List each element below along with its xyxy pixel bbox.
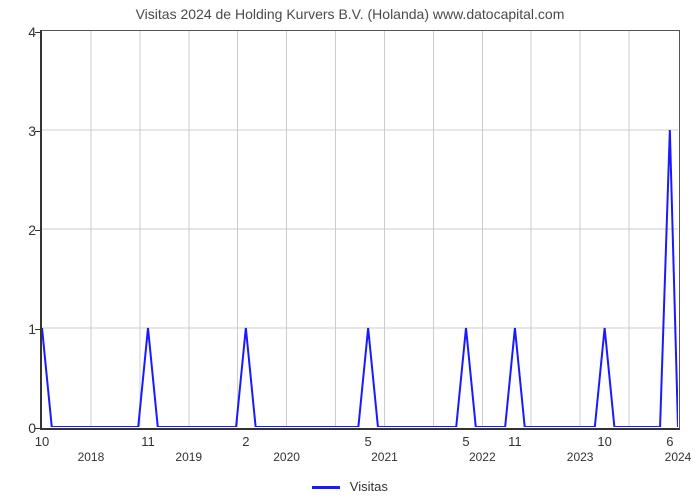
x-peak-label: 11: [508, 434, 522, 449]
x-year-label: 2020: [273, 450, 300, 464]
x-peak-label: 2: [242, 434, 249, 449]
y-tick-mark: [35, 230, 40, 231]
x-peak-label: 6: [666, 434, 673, 449]
plot-area: [40, 30, 680, 430]
x-peak-label: 10: [597, 434, 611, 449]
y-tick-label: 4: [6, 24, 36, 40]
x-peak-label: 5: [462, 434, 469, 449]
chart-title: Visitas 2024 de Holding Kurvers B.V. (Ho…: [0, 6, 700, 22]
x-peak-label: 11: [141, 434, 155, 449]
plot-svg: [42, 31, 678, 427]
visitas-line: [42, 130, 678, 427]
y-tick-mark: [35, 329, 40, 330]
grid: [42, 31, 678, 427]
y-tick-mark: [35, 428, 40, 429]
y-tick-mark: [35, 131, 40, 132]
y-tick-mark: [35, 32, 40, 33]
x-year-label: 2022: [469, 450, 496, 464]
x-peak-label: 10: [35, 434, 49, 449]
legend-swatch: [312, 486, 340, 489]
y-tick-label: 3: [6, 123, 36, 139]
legend: Visitas: [0, 479, 700, 494]
x-year-label: 2024: [665, 450, 692, 464]
x-year-label: 2018: [78, 450, 105, 464]
x-year-label: 2019: [175, 450, 202, 464]
y-tick-label: 1: [6, 321, 36, 337]
x-year-label: 2021: [371, 450, 398, 464]
x-year-label: 2023: [567, 450, 594, 464]
legend-label: Visitas: [350, 479, 388, 494]
y-tick-label: 2: [6, 222, 36, 238]
chart-root: Visitas 2024 de Holding Kurvers B.V. (Ho…: [0, 0, 700, 500]
x-peak-label: 5: [365, 434, 372, 449]
y-tick-label: 0: [6, 420, 36, 436]
